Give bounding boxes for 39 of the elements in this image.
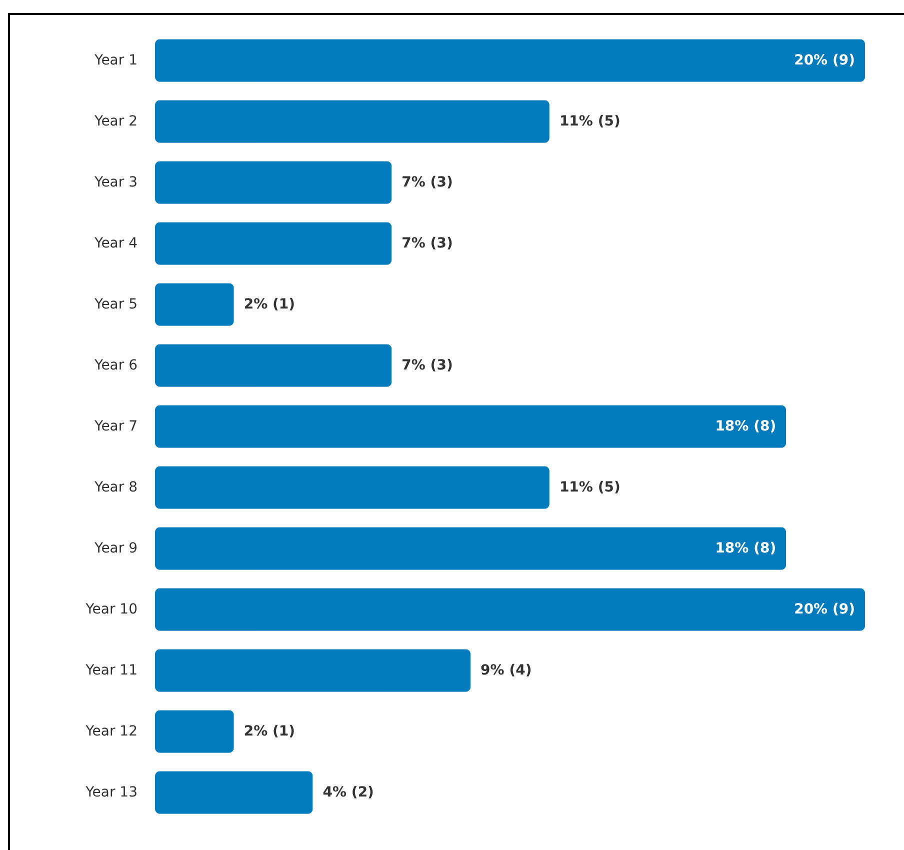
bar bbox=[155, 405, 786, 448]
data-label: 7% (3) bbox=[402, 236, 453, 252]
data-label: 18% (8) bbox=[715, 418, 776, 434]
y-tick-label: Year 9 bbox=[94, 540, 138, 556]
bar bbox=[155, 771, 313, 814]
y-tick-label: Year 4 bbox=[94, 236, 138, 252]
y-tick-label: Year 10 bbox=[84, 602, 138, 618]
bar bbox=[155, 588, 865, 631]
y-tick-label: Year 12 bbox=[84, 724, 138, 740]
y-tick-label: Year 6 bbox=[94, 358, 138, 374]
bar bbox=[155, 527, 786, 570]
data-label: 2% (1) bbox=[244, 724, 296, 740]
y-tick-label: Year 7 bbox=[94, 418, 138, 434]
y-tick-label: Year 2 bbox=[94, 114, 138, 130]
data-label: 11% (5) bbox=[559, 114, 620, 130]
bar bbox=[155, 222, 392, 265]
y-tick-label: Year 11 bbox=[84, 662, 138, 678]
data-label: 20% (9) bbox=[794, 602, 855, 618]
bar bbox=[155, 161, 392, 204]
data-label: 7% (3) bbox=[402, 174, 453, 190]
data-label: 2% (1) bbox=[244, 296, 296, 312]
data-label: 20% (9) bbox=[794, 52, 855, 68]
y-tick-label: Year 8 bbox=[94, 480, 138, 496]
data-label: 9% (4) bbox=[480, 662, 532, 678]
bar bbox=[155, 710, 234, 753]
bar bbox=[155, 466, 550, 509]
y-tick-label: Year 13 bbox=[84, 784, 138, 800]
y-tick-label: Year 3 bbox=[94, 174, 138, 190]
y-tick-label: Year 5 bbox=[94, 296, 138, 312]
bar bbox=[155, 649, 471, 692]
bar bbox=[155, 39, 865, 82]
bar bbox=[155, 344, 392, 387]
y-tick-label: Year 1 bbox=[94, 52, 138, 68]
data-label: 4% (2) bbox=[322, 784, 374, 800]
data-label: 18% (8) bbox=[715, 540, 776, 556]
bar bbox=[155, 283, 234, 326]
data-label: 11% (5) bbox=[559, 480, 620, 496]
bar bbox=[155, 100, 550, 143]
data-label: 7% (3) bbox=[402, 358, 453, 374]
